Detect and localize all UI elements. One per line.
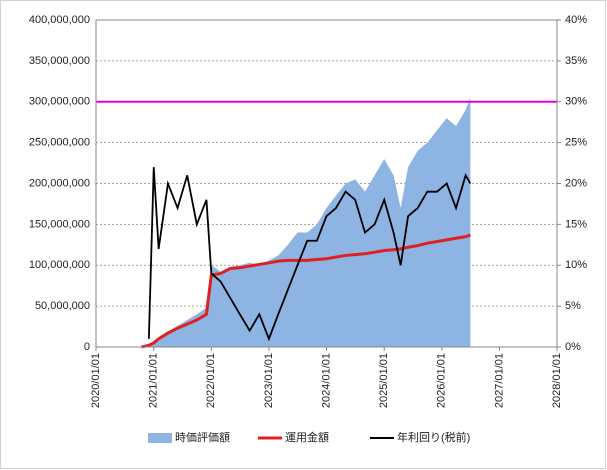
x-tick-label: 2028/01/01	[551, 353, 563, 408]
y2-tick-label: 40%	[565, 14, 587, 26]
y2-tick-label: 15%	[565, 218, 587, 230]
x-tick-label: 2022/01/01	[205, 353, 217, 408]
x-tick-label: 2025/01/01	[378, 353, 390, 408]
y-tick-label: 200,000,000	[29, 177, 90, 189]
y-tick-label: 350,000,000	[29, 55, 90, 67]
y-tick-label: 400,000,000	[29, 14, 90, 26]
legend-label: 運用金額	[285, 430, 329, 444]
y2-tick-label: 35%	[565, 55, 587, 67]
y2-tick-label: 20%	[565, 177, 587, 189]
x-tick-label: 2023/01/01	[263, 353, 275, 408]
line	[141, 233, 471, 349]
y-tick-label: 0	[84, 341, 90, 353]
x-tick-label: 2026/01/01	[436, 353, 448, 408]
line	[147, 167, 472, 342]
x-tick-label: 2024/01/01	[320, 353, 332, 408]
y-tick-label: 50,000,000	[35, 300, 90, 312]
y2-tick-label: 0%	[565, 341, 581, 353]
x-tick-label: 2020/01/01	[90, 353, 102, 408]
x-tick-label: 2027/01/01	[493, 353, 505, 408]
y2-tick-label: 5%	[565, 300, 581, 312]
y-tick-label: 150,000,000	[29, 218, 90, 230]
y-tick-label: 250,000,000	[29, 137, 90, 149]
legend-label: 年利回り(税前)	[397, 430, 470, 444]
y-tick-label: 300,000,000	[29, 96, 90, 108]
y2-tick-label: 30%	[565, 96, 587, 108]
y2-tick-label: 25%	[565, 137, 587, 149]
y-tick-label: 100,000,000	[29, 259, 90, 271]
area	[141, 97, 471, 347]
legend-swatch	[148, 433, 172, 443]
y2-tick-label: 10%	[565, 259, 587, 271]
x-tick-label: 2021/01/01	[148, 353, 160, 408]
legend-label: 時価評価額	[175, 430, 230, 444]
plot-border	[95, 19, 558, 348]
